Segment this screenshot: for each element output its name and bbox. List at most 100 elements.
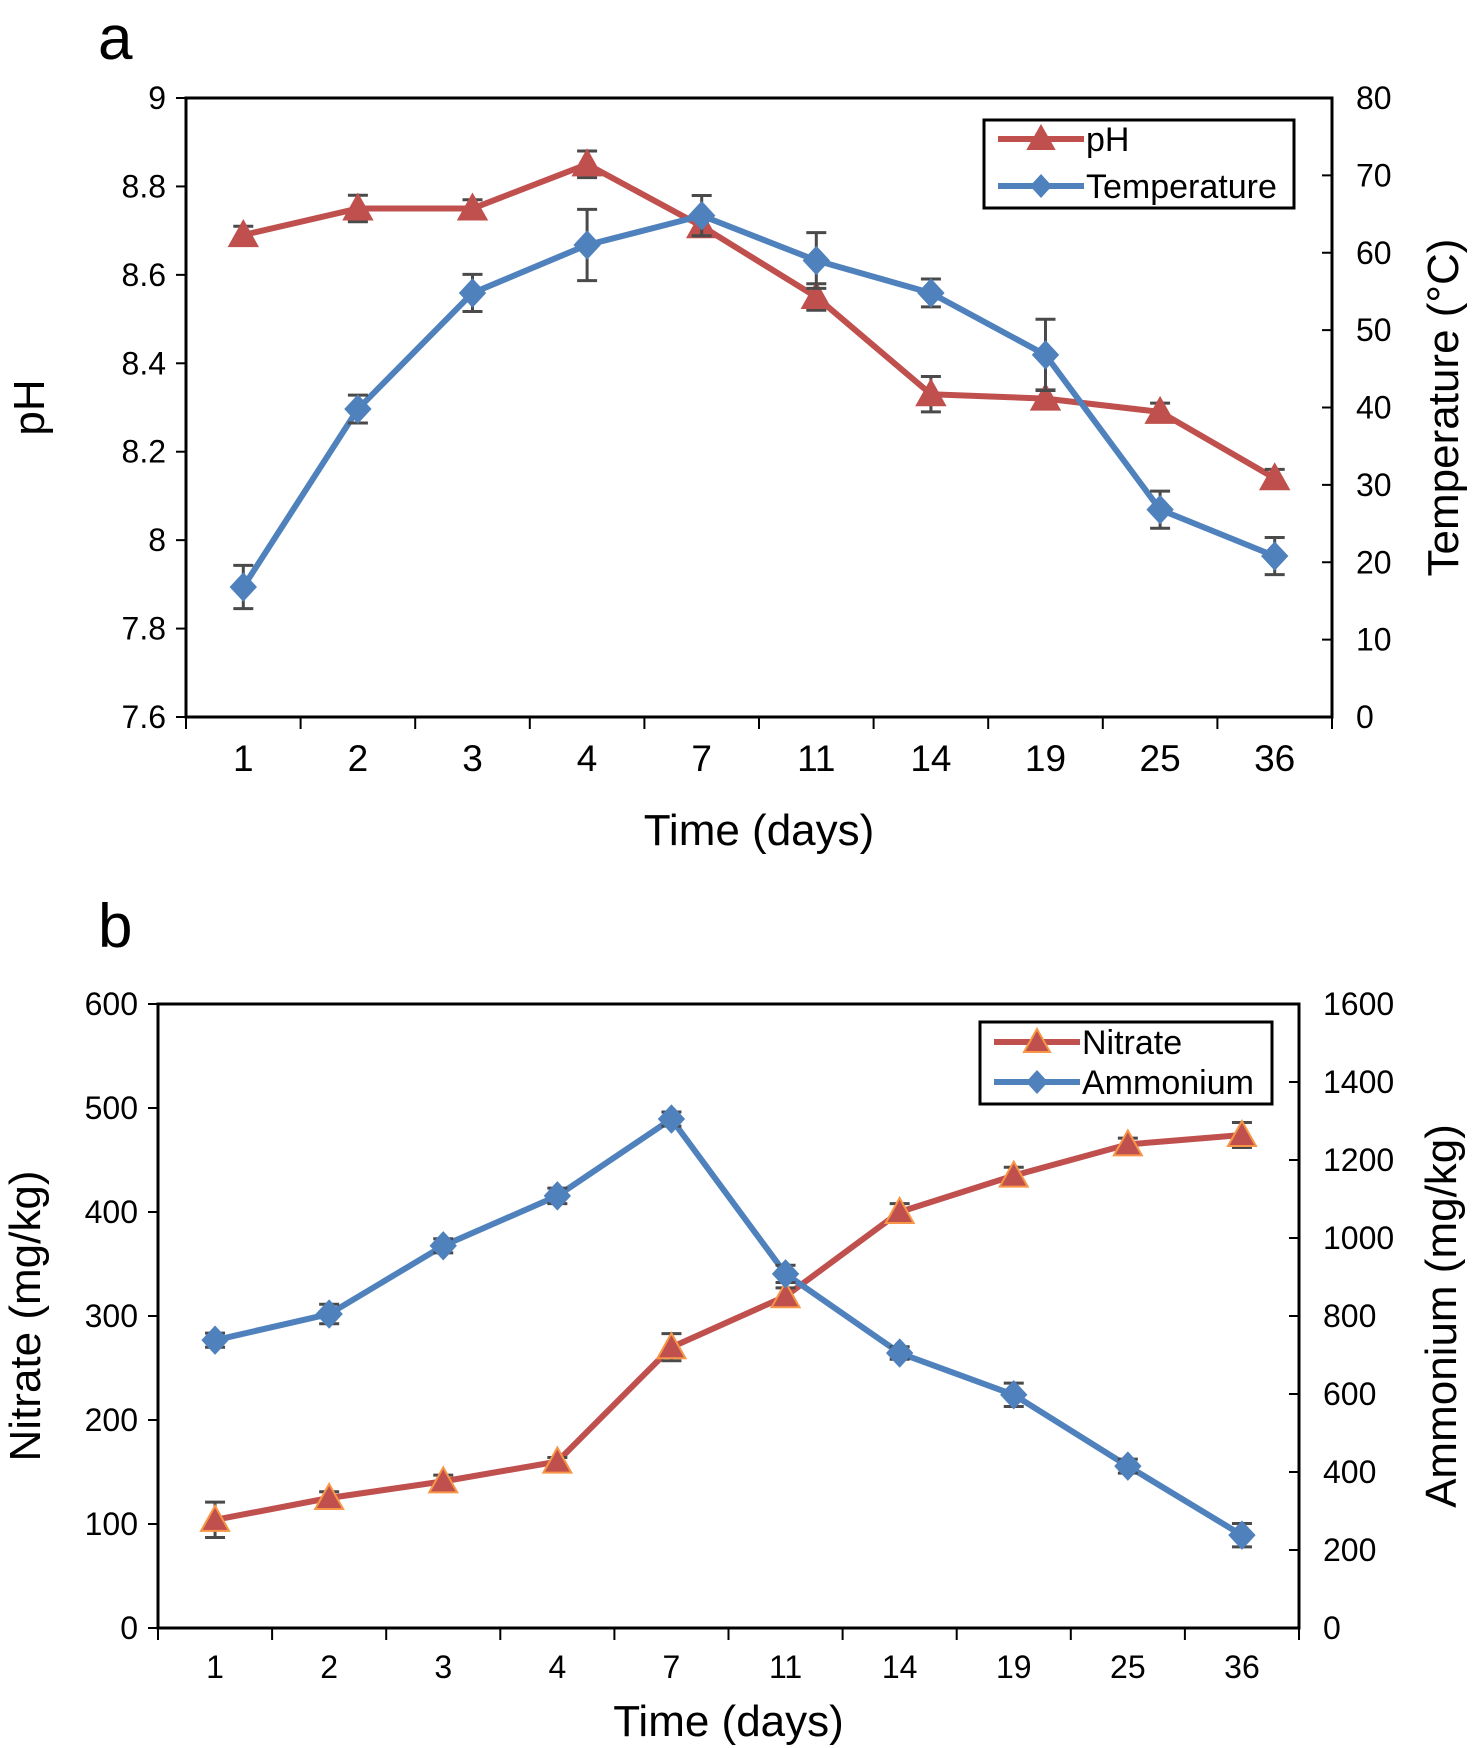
y-axis-title-left: Nitrate (mg/kg) (1, 1171, 50, 1462)
y-tick-label-right: 400 (1323, 1454, 1376, 1490)
data-point-ph (1029, 382, 1062, 411)
y-tick-label-right: 600 (1323, 1376, 1376, 1412)
y-axis-title-left: pH (5, 379, 54, 435)
data-point-ammonium (543, 1181, 572, 1211)
x-tick-label: 25 (1110, 1649, 1146, 1685)
x-tick-label: 19 (996, 1649, 1032, 1685)
data-point-ammonium (885, 1338, 914, 1368)
data-point-temperature (917, 278, 945, 308)
y-tick-label-right: 1600 (1323, 986, 1394, 1022)
data-point-ph (571, 148, 603, 177)
y-tick-label-right: 70 (1356, 157, 1392, 193)
y-tick-label-left: 8 (148, 522, 166, 558)
legend-box (982, 118, 1296, 210)
y-tick-label-left: 8.2 (122, 434, 166, 470)
y-tick-label-left: 9 (148, 80, 166, 116)
data-point-ph (342, 192, 374, 221)
x-tick-label: 19 (1025, 738, 1066, 779)
data-point-ammonium (771, 1259, 800, 1289)
y-tick-label-right: 1200 (1323, 1142, 1394, 1178)
y-tick-label-right: 0 (1356, 699, 1374, 735)
data-point-temperature (573, 230, 601, 260)
series-line-nitrate (214, 1132, 1243, 1523)
y-tick-label-right: 60 (1356, 235, 1392, 271)
legend-label-nitrate: Nitrate (1082, 1024, 1182, 1062)
data-point-ammonium (1228, 1520, 1256, 1550)
data-point-temperature (688, 200, 716, 231)
data-point-ph (1144, 395, 1176, 424)
data-point-nitrate (1112, 1128, 1144, 1157)
data-point-temperature (458, 278, 487, 308)
series-line-ph (242, 161, 1277, 481)
x-tick-label: 4 (577, 738, 598, 779)
legend-label-ammonium: Ammonium (1082, 1064, 1254, 1102)
y-tick-label-right: 1000 (1323, 1220, 1394, 1256)
data-point-nitrate (883, 1195, 916, 1224)
y-tick-label-right: 200 (1323, 1532, 1376, 1568)
data-point-nitrate (313, 1481, 345, 1510)
data-point-ammonium (201, 1325, 229, 1355)
data-point-nitrate (199, 1503, 231, 1532)
x-tick-label: 7 (691, 738, 712, 779)
data-point-nitrate (769, 1280, 802, 1309)
data-point-nitrate (998, 1159, 1030, 1188)
legend-marker-temperature (1030, 174, 1052, 198)
y-tick-label-left: 500 (85, 1090, 138, 1126)
y-axis-title-right: Ammonium (mg/kg) (1417, 1124, 1466, 1508)
series-line-ammonium (214, 1116, 1244, 1538)
data-point-ammonium (1114, 1451, 1142, 1481)
data-point-nitrate (655, 1331, 688, 1360)
y-tick-label-left: 100 (85, 1506, 138, 1542)
x-tick-label: 2 (348, 738, 369, 779)
y-tick-label-left: 7.8 (122, 611, 166, 647)
chart-a-ph-temperature: 7.6 7.8 8 8.2 8.4 8.6 8.8 9 0 10 20 30 40 50 60 70 80 1 2 3… (5, 80, 1468, 855)
data-point-ammonium (429, 1231, 457, 1261)
y-tick-label-left: 200 (85, 1402, 138, 1438)
y-tick-label-left: 8.4 (122, 345, 166, 381)
data-point-temperature (1261, 541, 1289, 571)
legend-marker-ammonium (1026, 1070, 1048, 1094)
x-tick-label: 4 (548, 1649, 566, 1685)
legend-label-ph: pH (1086, 121, 1129, 159)
y-tick-label-right: 20 (1356, 544, 1392, 580)
data-point-nitrate (427, 1465, 459, 1494)
x-tick-label: 14 (882, 1649, 918, 1685)
y-tick-label-left: 400 (85, 1194, 138, 1230)
x-tick-label: 3 (434, 1649, 452, 1685)
data-point-temperature (344, 394, 372, 424)
legend-marker-nitrate (1022, 1026, 1052, 1053)
panel-label-a: a (98, 4, 133, 73)
data-point-ammonium (657, 1104, 686, 1134)
y-tick-label-right: 0 (1323, 1610, 1341, 1646)
y-tick-label-right: 80 (1356, 80, 1392, 116)
y-tick-label-left: 8.8 (122, 168, 166, 204)
legend-label-temperature: Temperature (1086, 168, 1277, 206)
x-axis-title: Time (days) (644, 806, 875, 855)
data-point-temperature (229, 572, 257, 602)
y-tick-label-right: 1400 (1323, 1064, 1394, 1100)
data-point-ph (1258, 462, 1291, 491)
x-tick-label: 11 (769, 1649, 802, 1685)
y-axis-title-right: Temperature (°C) (1419, 239, 1468, 577)
legend-box (978, 1020, 1274, 1106)
y-tick-label-left: 0 (120, 1610, 138, 1646)
x-tick-label: 1 (206, 1649, 224, 1685)
y-tick-label-left: 8.6 (122, 257, 166, 293)
x-tick-label: 3 (462, 738, 483, 779)
y-tick-label-left: 7.6 (122, 699, 166, 735)
x-tick-label: 1 (233, 738, 254, 779)
data-point-ph (800, 280, 833, 309)
y-tick-label-left: 600 (85, 986, 138, 1022)
y-tick-label-right: 800 (1323, 1298, 1376, 1334)
x-axis-title: Time (days) (613, 1697, 844, 1746)
data-point-temperature (1031, 340, 1060, 370)
y-tick-label-right: 30 (1356, 467, 1392, 503)
y-tick-label-right: 40 (1356, 390, 1392, 426)
x-tick-label: 2 (320, 1649, 338, 1685)
x-tick-label: 36 (1254, 738, 1295, 779)
y-tick-label-left: 300 (85, 1298, 138, 1334)
series-line-temperature (240, 212, 1276, 589)
data-point-nitrate (1226, 1118, 1258, 1148)
data-point-ph (227, 219, 260, 248)
